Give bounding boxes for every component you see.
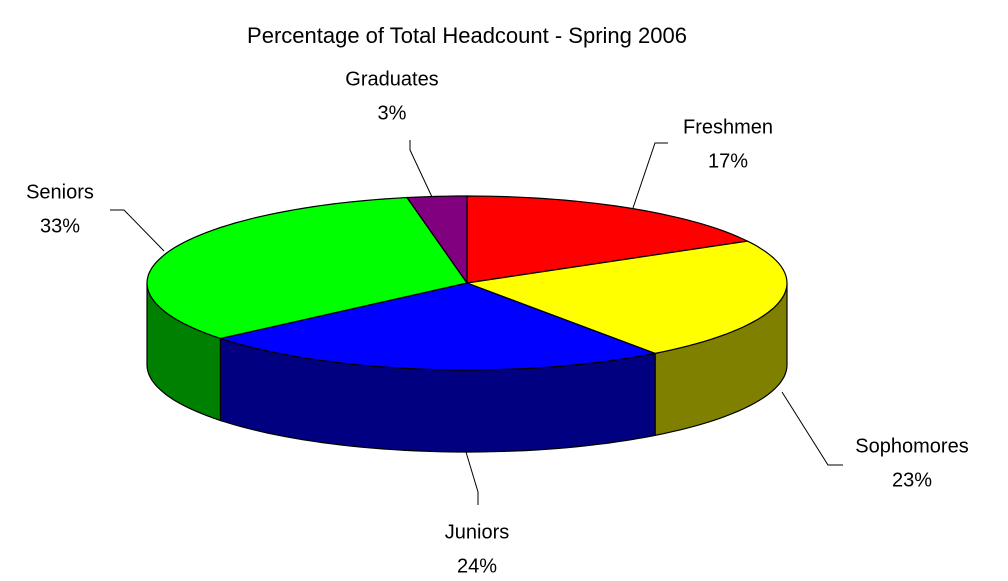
slice-value: 24% [457, 555, 497, 577]
slice [405, 195, 468, 285]
slice [146, 196, 469, 340]
slice-value: 33% [40, 215, 80, 237]
slice [464, 240, 788, 355]
slice-label: Graduates [345, 68, 438, 90]
slice-label: Juniors [445, 521, 509, 543]
slice [218, 282, 658, 371]
slice-value: 3% [378, 102, 407, 124]
leader-line [632, 142, 668, 209]
leader-line [110, 209, 165, 252]
slice-label: Sophomores [855, 435, 968, 457]
slice-label: Freshmen [683, 116, 773, 138]
slice-value: 23% [892, 469, 932, 491]
slice-value: 17% [708, 150, 748, 172]
slice [466, 195, 750, 284]
leader-line [465, 451, 479, 505]
slice-label: Seniors [26, 181, 94, 203]
leader-line [409, 140, 433, 198]
chart-title: Percentage of Total Headcount - Spring 2… [247, 23, 687, 48]
leader-line [781, 391, 843, 466]
